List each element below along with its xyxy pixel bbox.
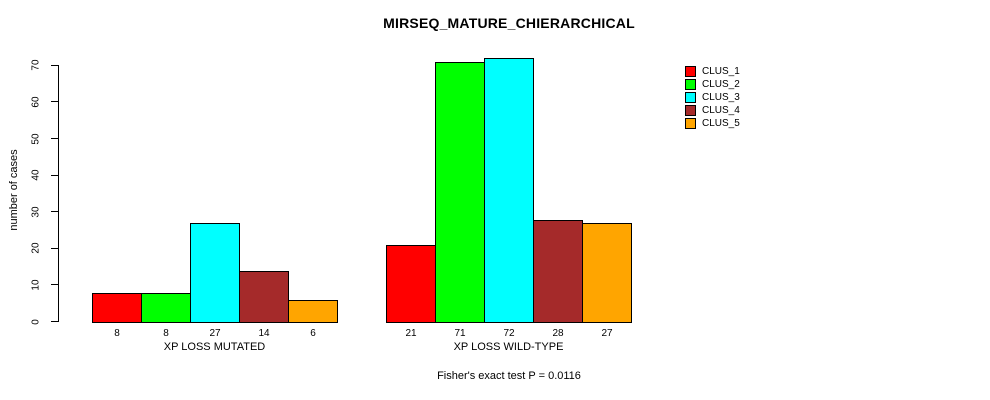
- legend-swatch-icon-clus_3: [685, 92, 696, 103]
- bar-clus_2-group2: [435, 61, 485, 323]
- bar-value-label: 8: [114, 328, 120, 339]
- bar-value-label: 21: [405, 328, 417, 339]
- bar-value-label: 72: [503, 328, 515, 339]
- y-axis-tick-70: [51, 64, 58, 66]
- y-axis-tick-30: [51, 211, 58, 213]
- legend-label-clus_2: CLUS_2: [702, 78, 740, 90]
- legend-label-clus_3: CLUS_3: [702, 91, 740, 103]
- bar-clus_2-group1: [141, 292, 191, 323]
- bar-clus_3-group2: [484, 57, 534, 323]
- bar-clus_1-group1: [92, 292, 142, 323]
- y-axis-tick-60: [51, 101, 58, 103]
- bar-value-label: 14: [258, 328, 270, 339]
- y-axis-tick-label-60: 60: [30, 96, 42, 108]
- y-axis-tick-10: [51, 284, 58, 286]
- bar-clus_5-group2: [582, 222, 632, 323]
- legend-label-clus_4: CLUS_4: [702, 104, 740, 116]
- bar-value-label: 28: [552, 328, 564, 339]
- legend-label-clus_5: CLUS_5: [702, 117, 740, 129]
- bar-value-label: 71: [454, 328, 466, 339]
- bar-clus_4-group1: [239, 270, 289, 323]
- y-axis-tick-50: [51, 138, 58, 139]
- y-axis-tick-label-20: 20: [30, 242, 42, 254]
- chart-title: MIRSEQ_MATURE_CHIERARCHICAL: [383, 15, 635, 31]
- bar-value-label: 27: [209, 328, 221, 339]
- bar-value-label: 6: [310, 328, 316, 339]
- y-axis-tick-label-40: 40: [30, 169, 42, 181]
- y-axis-label: number of cases: [8, 149, 20, 231]
- group-label-xp-loss-wild-type: XP LOSS WILD-TYPE: [453, 341, 564, 353]
- legend-swatch-icon-clus_2: [685, 79, 696, 90]
- fisher-test-annotation: Fisher's exact test P = 0.0116: [437, 370, 581, 382]
- y-axis-tick-20: [51, 247, 58, 249]
- bar-clus_5-group1: [288, 299, 338, 323]
- legend-swatch-icon-clus_4: [685, 105, 696, 116]
- bar-clus_4-group2: [533, 219, 583, 323]
- y-axis-tick-label-30: 30: [30, 206, 42, 218]
- y-axis-tick-40: [51, 174, 58, 176]
- y-axis-tick-label-70: 70: [30, 59, 42, 71]
- bar-value-label: 27: [601, 328, 613, 339]
- bar-clus_3-group1: [190, 222, 240, 323]
- legend-swatch-icon-clus_1: [685, 66, 696, 77]
- y-axis-tick-label-0: 0: [30, 318, 42, 325]
- y-axis-tick-0: [51, 321, 58, 322]
- y-axis-line: [58, 65, 59, 323]
- group-label-xp-loss-mutated: XP LOSS MUTATED: [163, 341, 266, 353]
- bar-value-label: 8: [163, 328, 169, 339]
- bar-clus_1-group2: [386, 244, 436, 323]
- legend-label-clus_1: CLUS_1: [702, 65, 740, 77]
- legend-swatch-icon-clus_5: [685, 118, 696, 129]
- y-axis-tick-label-10: 10: [30, 279, 42, 291]
- y-axis-tick-label-50: 50: [30, 132, 42, 145]
